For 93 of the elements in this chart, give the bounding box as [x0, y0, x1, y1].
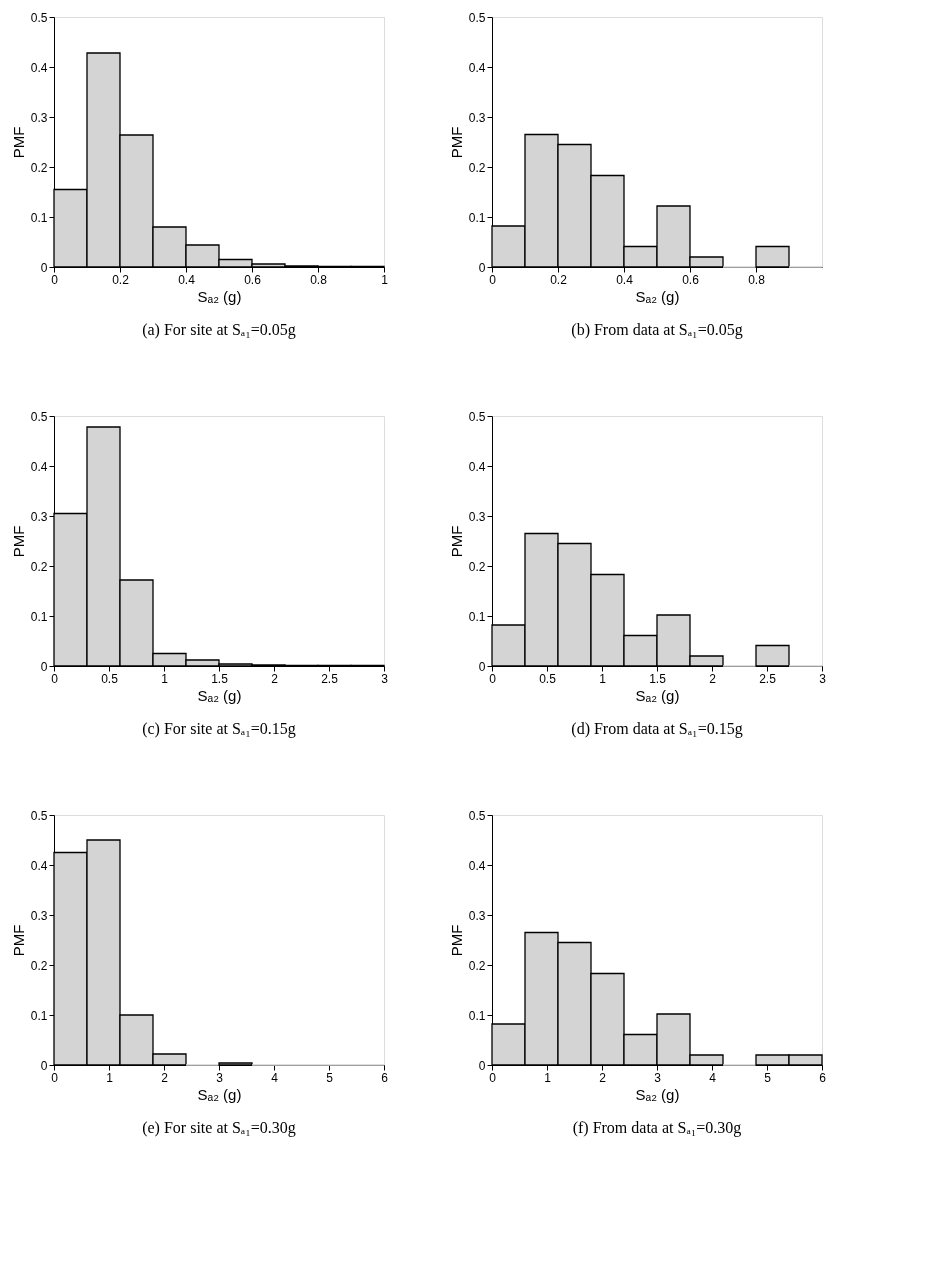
x-axis-title: Sₐ₂ (g) — [635, 1085, 680, 1103]
x-tick-label: 0.2 — [550, 272, 568, 287]
x-tick-label: 0 — [51, 671, 59, 686]
y-tick-label: 0.5 — [30, 409, 48, 424]
y-tick-label: 0.5 — [30, 10, 48, 25]
x-tick-label: 4 — [709, 1070, 717, 1085]
y-tick-label: 0.3 — [468, 908, 486, 923]
y-axis-title: PMF — [447, 525, 465, 558]
y-tick-label: 0 — [40, 260, 48, 275]
x-tick-label: 0 — [489, 1070, 497, 1085]
y-tick-label: 0.1 — [468, 1008, 486, 1023]
x-tick-label: 0.6 — [244, 272, 262, 287]
x-tick-label: 2 — [599, 1070, 607, 1085]
x-tick-label: 0.8 — [748, 272, 766, 287]
y-tick-label: 0.5 — [30, 808, 48, 823]
x-tick-label: 3 — [216, 1070, 224, 1085]
y-axis-title: PMF — [9, 126, 27, 159]
x-axis-title: Sₐ₂ (g) — [635, 686, 680, 704]
y-tick-label: 0.3 — [468, 110, 486, 125]
y-tick-label: 0.4 — [30, 459, 48, 474]
x-tick-label: 0 — [51, 1070, 59, 1085]
x-tick-label: 0.2 — [112, 272, 130, 287]
x-tick-label: 2.5 — [321, 671, 339, 686]
y-tick-label: 0.2 — [468, 958, 486, 973]
x-tick-label: 3 — [381, 671, 389, 686]
text: (e) For site at Sₐ₁=0.30g — [142, 1119, 296, 1137]
x-tick-label: 0 — [51, 272, 59, 287]
y-tick-label: 0.4 — [468, 459, 486, 474]
x-axis-title: Sₐ₂ (g) — [197, 686, 242, 704]
y-axis-title: PMF — [9, 924, 27, 957]
y-tick-label: 0 — [478, 1058, 486, 1073]
x-tick-label: 1 — [106, 1070, 114, 1085]
x-tick-label: 0.5 — [101, 671, 119, 686]
x-tick-label: 2 — [709, 671, 717, 686]
x-tick-label: 1 — [599, 671, 607, 686]
y-tick-label: 0.1 — [468, 210, 486, 225]
x-tick-label: 2.5 — [759, 671, 777, 686]
y-tick-label: 0.4 — [468, 60, 486, 75]
y-axis-title: PMF — [9, 525, 27, 558]
y-tick-label: 0.1 — [468, 609, 486, 624]
y-tick-label: 0.2 — [30, 958, 48, 973]
y-tick-label: 0.2 — [468, 559, 486, 574]
x-tick-label: 3 — [819, 671, 827, 686]
x-axis-title: Sₐ₂ (g) — [635, 287, 680, 305]
y-tick-label: 0.5 — [468, 409, 486, 424]
y-tick-label: 0.2 — [30, 160, 48, 175]
y-tick-label: 0 — [40, 659, 48, 674]
y-tick-label: 0.4 — [30, 858, 48, 873]
x-tick-label: 0.8 — [310, 272, 328, 287]
text: (a) For site at Sₐ₁=0.05g — [142, 321, 296, 339]
x-axis-title: Sₐ₂ (g) — [197, 1085, 242, 1103]
text: (c) For site at Sₐ₁=0.15g — [142, 720, 296, 738]
x-tick-label: 5 — [764, 1070, 772, 1085]
y-tick-label: 0.5 — [468, 10, 486, 25]
x-tick-label: 6 — [381, 1070, 389, 1085]
y-tick-label: 0.2 — [468, 160, 486, 175]
y-axis-title: PMF — [447, 924, 465, 957]
y-tick-label: 0 — [478, 659, 486, 674]
y-tick-label: 0 — [478, 260, 486, 275]
text: (d) From data at Sₐ₁=0.15g — [571, 720, 743, 738]
x-tick-label: 1 — [544, 1070, 552, 1085]
x-tick-label: 0.5 — [539, 671, 557, 686]
y-tick-label: 0.1 — [30, 210, 48, 225]
x-tick-label: 2 — [271, 671, 279, 686]
y-tick-label: 0.3 — [30, 509, 48, 524]
y-tick-label: 0.3 — [30, 908, 48, 923]
x-tick-label: 1 — [381, 272, 389, 287]
y-tick-label: 0 — [40, 1058, 48, 1073]
text: (f) From data at Sₐ₁=0.30g — [572, 1119, 742, 1137]
x-tick-label: 0.6 — [682, 272, 700, 287]
x-axis-title: Sₐ₂ (g) — [197, 287, 242, 305]
x-tick-label: 0.4 — [178, 272, 196, 287]
x-tick-label: 5 — [326, 1070, 334, 1085]
y-tick-label: 0.2 — [30, 559, 48, 574]
y-tick-label: 0.4 — [468, 858, 486, 873]
x-tick-label: 0.4 — [616, 272, 634, 287]
x-tick-label: 2 — [161, 1070, 169, 1085]
y-tick-label: 0.5 — [468, 808, 486, 823]
y-tick-label: 0.1 — [30, 1008, 48, 1023]
y-tick-label: 0.1 — [30, 609, 48, 624]
y-tick-label: 0.4 — [30, 60, 48, 75]
y-tick-label: 0.3 — [468, 509, 486, 524]
x-tick-label: 6 — [819, 1070, 827, 1085]
x-tick-label: 1 — [161, 671, 169, 686]
text: (b) From data at Sₐ₁=0.05g — [571, 321, 743, 339]
x-tick-label: 4 — [271, 1070, 279, 1085]
x-tick-label: 3 — [654, 1070, 662, 1085]
y-axis-title: PMF — [447, 126, 465, 159]
x-tick-label: 1.5 — [211, 671, 229, 686]
x-tick-label: 0 — [489, 671, 497, 686]
x-tick-label: 1.5 — [649, 671, 667, 686]
y-tick-label: 0.3 — [30, 110, 48, 125]
x-tick-label: 0 — [489, 272, 497, 287]
